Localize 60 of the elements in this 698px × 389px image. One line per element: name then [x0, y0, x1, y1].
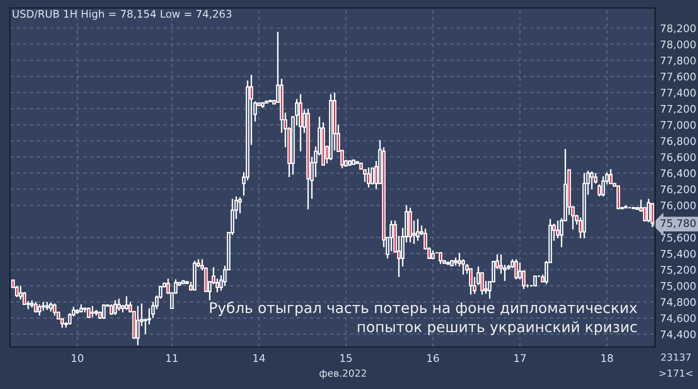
y-tick-label: 78,000 — [660, 40, 696, 50]
y-tick-label: 76,000 — [660, 202, 696, 210]
candlestick — [113, 300, 117, 316]
chart-title: USD/RUB 1H High = 78,154 Low = 74,263 — [12, 10, 232, 20]
candlestick — [438, 252, 442, 265]
candlestick — [298, 93, 302, 152]
y-tick-label: 75,780 — [660, 219, 696, 228]
candlestick — [601, 176, 605, 198]
candlestick — [608, 168, 613, 184]
candlestick — [110, 304, 114, 316]
candlestick — [458, 252, 462, 268]
candlestick — [38, 304, 42, 316]
y-tick-label: 75,400 — [660, 250, 696, 259]
x-tick-label: 15 — [340, 354, 352, 362]
y-tick-label: 75,600 — [660, 234, 696, 243]
y-tick-label: 76,600 — [660, 153, 696, 162]
candlestick — [102, 304, 106, 320]
y-tick-label: 77,600 — [660, 72, 696, 82]
y-tick-label: 76,200 — [660, 185, 696, 194]
candlestick — [650, 202, 654, 228]
candlestick — [616, 185, 620, 210]
y-tick-label: 77,400 — [660, 88, 696, 98]
y-tick-label: 75,200 — [660, 266, 696, 275]
candlestick — [90, 305, 94, 318]
x-tick-label: 11 — [166, 354, 178, 362]
candlestick — [366, 166, 370, 188]
y-tick-label: 76,800 — [660, 137, 696, 146]
x-tick-label: 18 — [601, 354, 613, 362]
candlestick — [590, 170, 594, 190]
y-tick-label: 77,000 — [660, 120, 696, 130]
y-tick-label: 74,800 — [660, 298, 696, 308]
x-tick-label: 16 — [427, 354, 439, 362]
candlestick — [124, 296, 128, 311]
candlestick — [52, 302, 56, 316]
candlestick — [34, 301, 38, 314]
y-tick-label: 77,200 — [660, 104, 696, 114]
y-tick-label: 75,000 — [660, 282, 696, 291]
candlestick — [370, 166, 374, 186]
x-tick-label: 14 — [253, 354, 265, 362]
candlestick — [416, 218, 420, 242]
x-tick-label: 10 — [72, 354, 84, 362]
text: >171< — [660, 370, 692, 377]
candlestick — [514, 258, 518, 280]
candlestick — [390, 220, 394, 252]
candlestick — [533, 276, 537, 286]
y-tick-label: 77,800 — [660, 56, 696, 66]
candlestick — [646, 198, 650, 223]
y-tick-label: 76,400 — [660, 169, 696, 178]
candlestick — [117, 298, 121, 312]
candlestick — [556, 220, 560, 239]
y-tick-label: 74,400 — [660, 330, 696, 340]
y-tick-label: 74,600 — [660, 314, 696, 324]
text: 23137 — [661, 353, 691, 361]
annotation: Рубль отыграл часть потерь на фоне дипломатических попыток решить украинский кризис — [210, 302, 638, 336]
y-tick-label: 78,200 — [660, 24, 696, 34]
candlestick — [468, 268, 473, 296]
x-tick-label: 17 — [514, 354, 526, 362]
text: фев.2022 — [320, 369, 366, 379]
candlestick — [598, 184, 602, 198]
candlestick — [147, 308, 152, 326]
